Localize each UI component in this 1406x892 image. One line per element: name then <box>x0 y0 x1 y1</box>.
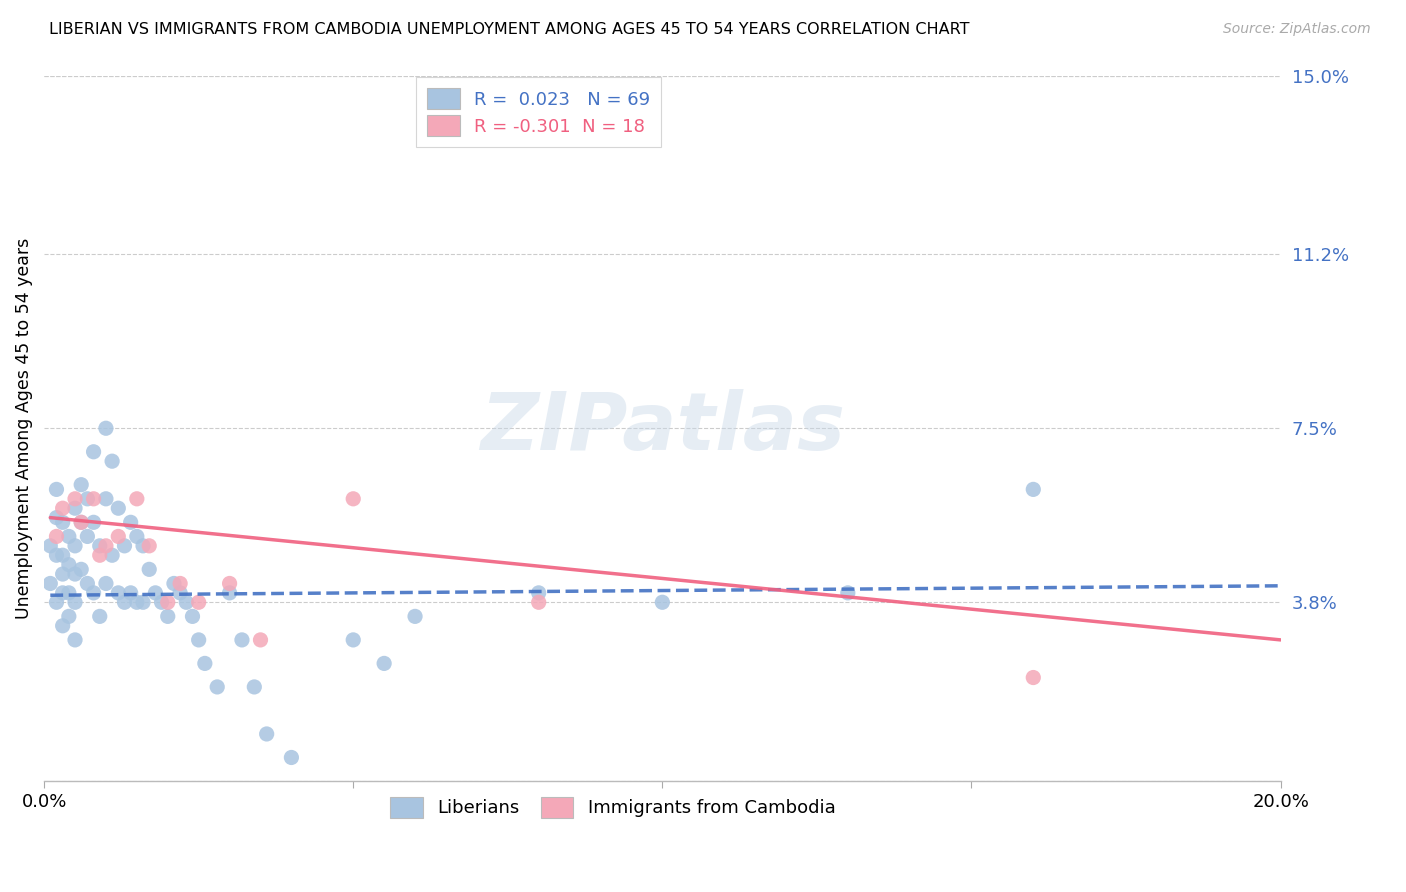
Point <box>83 444 105 458</box>
Point <box>527 595 550 609</box>
Point <box>39 576 62 591</box>
Legend: Liberians, Immigrants from Cambodia: Liberians, Immigrants from Cambodia <box>382 789 842 825</box>
Text: ZIPatlas: ZIPatlas <box>479 389 845 467</box>
Y-axis label: Unemployment Among Ages 45 to 54 years: Unemployment Among Ages 45 to 54 years <box>15 237 32 619</box>
Point <box>94 491 117 506</box>
Point <box>63 501 86 516</box>
Point <box>101 454 124 468</box>
Point <box>1022 483 1045 497</box>
Point <box>83 586 105 600</box>
Point <box>63 491 86 506</box>
Point <box>52 567 75 582</box>
Point <box>1022 671 1045 685</box>
Point <box>58 529 80 543</box>
Point <box>89 539 111 553</box>
Point <box>145 586 167 600</box>
Point <box>107 501 129 516</box>
Point <box>45 529 67 543</box>
Point <box>70 477 93 491</box>
Point <box>373 657 395 671</box>
Point <box>94 421 117 435</box>
Point <box>132 595 155 609</box>
Point <box>187 595 209 609</box>
Point <box>163 576 186 591</box>
Point <box>342 632 364 647</box>
Point <box>187 632 209 647</box>
Point <box>218 576 240 591</box>
Point <box>120 516 142 530</box>
Point <box>63 595 86 609</box>
Point <box>52 548 75 562</box>
Point <box>404 609 426 624</box>
Point <box>342 491 364 506</box>
Point <box>70 562 93 576</box>
Point <box>58 558 80 572</box>
Text: Source: ZipAtlas.com: Source: ZipAtlas.com <box>1223 22 1371 37</box>
Point <box>125 595 148 609</box>
Point <box>138 562 160 576</box>
Point <box>52 619 75 633</box>
Point <box>243 680 266 694</box>
Point <box>114 595 136 609</box>
Point <box>70 516 93 530</box>
Point <box>76 529 98 543</box>
Point <box>101 548 124 562</box>
Point <box>52 586 75 600</box>
Point <box>58 586 80 600</box>
Point <box>169 586 191 600</box>
Point <box>125 491 148 506</box>
Point <box>194 657 217 671</box>
Point <box>45 483 67 497</box>
Point <box>114 539 136 553</box>
Point <box>837 586 859 600</box>
Point <box>39 539 62 553</box>
Point <box>138 539 160 553</box>
Point <box>249 632 271 647</box>
Point <box>150 595 173 609</box>
Point <box>205 680 228 694</box>
Point <box>176 595 198 609</box>
Point <box>52 516 75 530</box>
Point <box>107 529 129 543</box>
Point <box>651 595 673 609</box>
Point <box>231 632 253 647</box>
Point <box>63 567 86 582</box>
Point <box>107 586 129 600</box>
Point <box>89 548 111 562</box>
Point <box>63 632 86 647</box>
Point <box>125 529 148 543</box>
Point <box>52 501 75 516</box>
Point <box>89 609 111 624</box>
Point <box>527 586 550 600</box>
Text: LIBERIAN VS IMMIGRANTS FROM CAMBODIA UNEMPLOYMENT AMONG AGES 45 TO 54 YEARS CORR: LIBERIAN VS IMMIGRANTS FROM CAMBODIA UNE… <box>49 22 970 37</box>
Point <box>120 586 142 600</box>
Point <box>58 609 80 624</box>
Point <box>45 595 67 609</box>
Point <box>256 727 278 741</box>
Point <box>83 491 105 506</box>
Point <box>94 539 117 553</box>
Point <box>156 595 179 609</box>
Point <box>169 576 191 591</box>
Point <box>280 750 302 764</box>
Point <box>132 539 155 553</box>
Point <box>218 586 240 600</box>
Point <box>83 516 105 530</box>
Point <box>76 576 98 591</box>
Point <box>94 576 117 591</box>
Point <box>70 516 93 530</box>
Point <box>76 491 98 506</box>
Point <box>45 510 67 524</box>
Point <box>45 548 67 562</box>
Point <box>63 539 86 553</box>
Point <box>181 609 204 624</box>
Point <box>156 609 179 624</box>
